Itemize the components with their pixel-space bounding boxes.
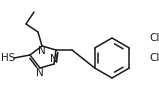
Text: Cl: Cl bbox=[149, 53, 159, 63]
Text: N: N bbox=[50, 54, 58, 64]
Text: Cl: Cl bbox=[149, 33, 159, 43]
Text: N: N bbox=[36, 68, 44, 78]
Text: HS: HS bbox=[1, 53, 15, 63]
Text: N: N bbox=[38, 46, 46, 56]
